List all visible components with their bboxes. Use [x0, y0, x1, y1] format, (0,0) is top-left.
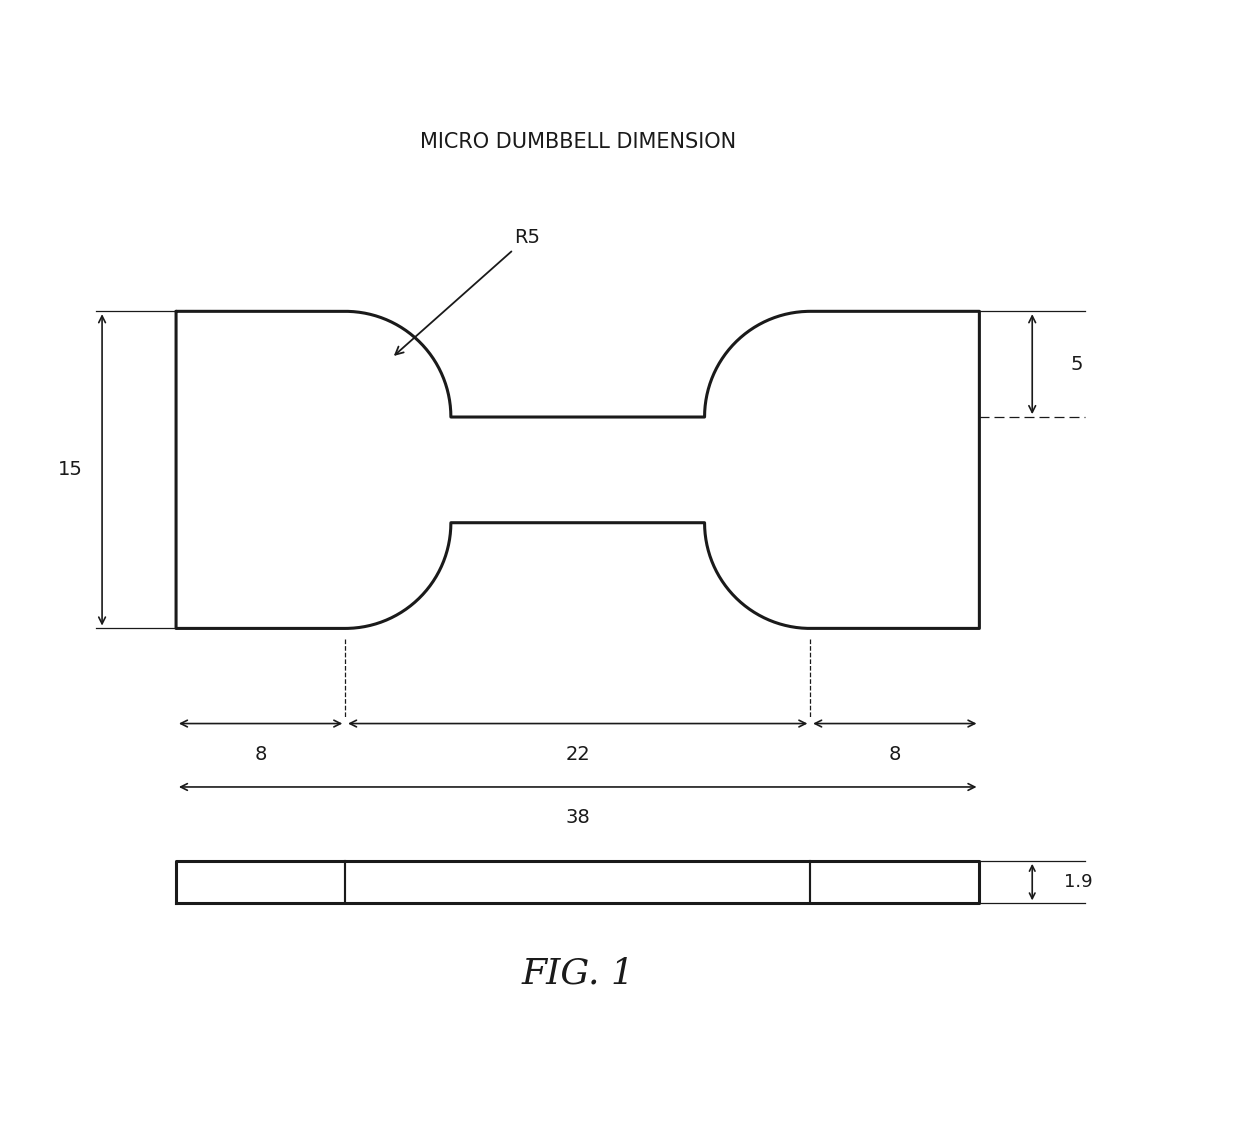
Text: 5: 5: [1070, 355, 1083, 374]
Text: 15: 15: [58, 460, 83, 479]
Text: R5: R5: [396, 228, 541, 355]
Text: MICRO DUMBBELL DIMENSION: MICRO DUMBBELL DIMENSION: [419, 132, 735, 153]
Text: 38: 38: [565, 808, 590, 827]
Text: 8: 8: [889, 745, 901, 764]
Text: FIG. 1: FIG. 1: [521, 956, 634, 990]
Text: 1.9: 1.9: [1064, 873, 1092, 892]
Text: 8: 8: [254, 745, 267, 764]
Text: 22: 22: [565, 745, 590, 764]
